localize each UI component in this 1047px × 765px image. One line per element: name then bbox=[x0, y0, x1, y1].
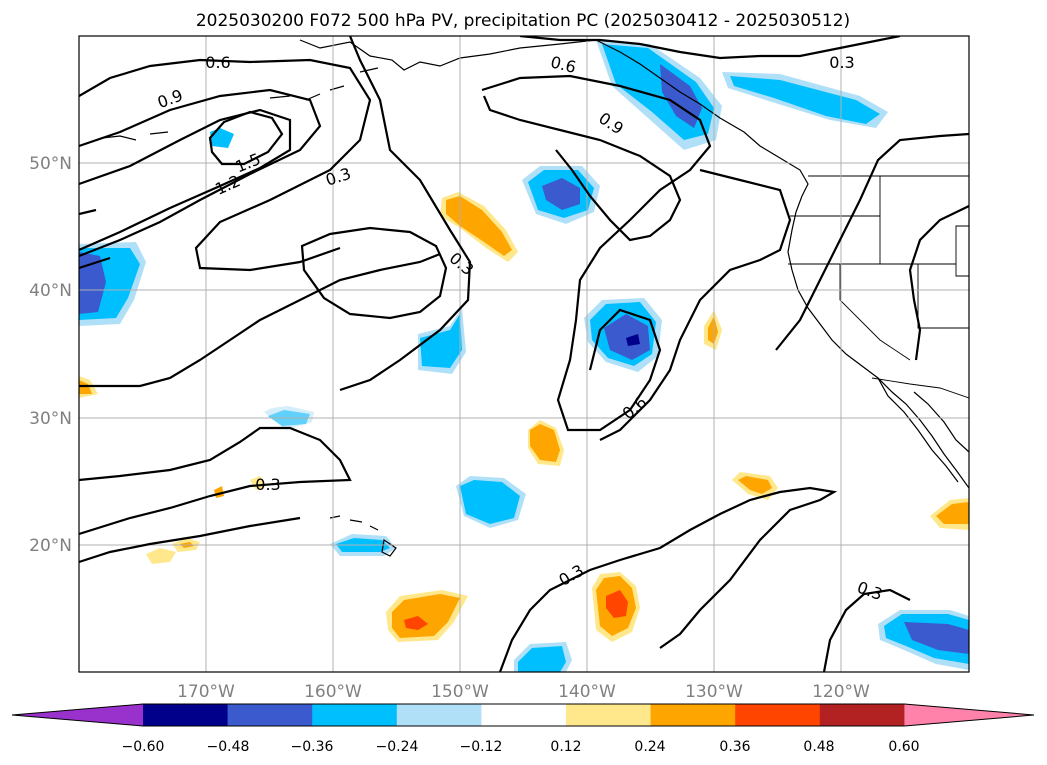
map-frame bbox=[78, 35, 970, 673]
pv-contours bbox=[79, 36, 969, 672]
hawaiian-islands bbox=[329, 515, 397, 557]
positive-precip-shading bbox=[79, 192, 969, 642]
pv-contour-0.3-southeast bbox=[775, 132, 969, 361]
lon-tick-label: 150°W bbox=[431, 682, 489, 702]
precip-anomaly-positive-south bbox=[606, 590, 628, 618]
precip-anomaly-positive-coast bbox=[936, 502, 969, 524]
political-boundaries bbox=[788, 175, 969, 399]
colorbar-tick-label: −0.12 bbox=[460, 739, 503, 755]
precip-anomaly-bc-offshore bbox=[730, 76, 880, 124]
lon-tick-label: 120°W bbox=[812, 682, 870, 702]
precip-anomaly-northeast-of-hawaii bbox=[460, 480, 520, 524]
gulf-of-california-coast bbox=[913, 391, 969, 453]
colorbar-extend-low bbox=[12, 704, 143, 726]
colorbar-tick-label: 0.60 bbox=[888, 739, 919, 755]
precip-anomaly-positive-east bbox=[738, 476, 772, 494]
precip-anomaly-alaska-panhandle bbox=[660, 64, 702, 128]
map-panel: 0.6 0.9 1.5 1.2 0.3 0.3 0.6 0.9 0.3 0.3 … bbox=[79, 36, 969, 672]
precip-anomaly-positive-southwest bbox=[404, 616, 428, 630]
colorbar-segment bbox=[396, 704, 482, 726]
lon-tick-label: 170°W bbox=[177, 682, 235, 702]
pv-contour-0.9 bbox=[79, 88, 322, 258]
precip-anomaly-southeast bbox=[904, 622, 969, 654]
state-boundary bbox=[839, 264, 911, 361]
alaska-coastline bbox=[299, 39, 597, 71]
colorbar-tick-label: −0.60 bbox=[122, 739, 165, 755]
lon-tick-label: 160°W bbox=[304, 682, 362, 702]
precip-anomaly-central-pacific-low bbox=[626, 334, 640, 346]
colorbar-tick-label: 0.36 bbox=[719, 739, 750, 755]
colorbar-segment bbox=[481, 704, 567, 726]
precip-anomaly-positive-small bbox=[708, 316, 718, 344]
baja-california-coast bbox=[877, 377, 959, 483]
colorbar bbox=[11, 703, 1035, 727]
lon-tick-label: 130°W bbox=[685, 682, 743, 702]
precip-anomaly-gulf-of-alaska bbox=[542, 178, 580, 210]
pv-contour-0.3-west bbox=[79, 208, 441, 388]
precip-anomaly-south-edge bbox=[518, 646, 566, 672]
north-america-west-coast bbox=[787, 195, 969, 489]
pv-contour-0.3-closed bbox=[300, 226, 448, 320]
pv-contour-0.6-north bbox=[79, 58, 372, 272]
latitude-tick-labels: 50°N 40°N 30°N 20°N bbox=[29, 154, 72, 556]
coastlines bbox=[101, 39, 969, 557]
colorbar-tick-label: 0.48 bbox=[803, 739, 834, 755]
colorbar-tick-label: 0.24 bbox=[634, 739, 665, 755]
precip-anomaly-north-pacific-positive bbox=[446, 196, 512, 256]
aleutian-islands bbox=[101, 67, 379, 141]
pv-contour-0.3-north bbox=[339, 36, 472, 392]
state-boundary bbox=[917, 264, 969, 329]
precip-anomaly-small-patch bbox=[210, 128, 234, 148]
pv-contour-0.6-central bbox=[481, 74, 712, 432]
precip-anomaly-central-pacific-low bbox=[604, 314, 650, 360]
colorbar-tick-label: −0.24 bbox=[376, 739, 419, 755]
pv-contour-0.3-south bbox=[79, 516, 301, 564]
state-boundary bbox=[955, 225, 969, 277]
colorbar-outline bbox=[11, 703, 1035, 727]
lat-tick-label: 40°N bbox=[29, 281, 72, 301]
colorbar-segment bbox=[650, 704, 736, 726]
contour-label: 0.3 bbox=[829, 53, 854, 72]
colorbar-segment bbox=[227, 704, 313, 726]
colorbar-segment bbox=[735, 704, 821, 726]
colorbar-segment bbox=[312, 704, 398, 726]
pv-contour-0.3-coast bbox=[599, 168, 792, 441]
precip-anomaly-positive-subtropics bbox=[530, 424, 560, 462]
colorbar-segment bbox=[143, 704, 229, 726]
lon-tick-label: 140°W bbox=[558, 682, 616, 702]
alaska-panhandle-coast bbox=[595, 39, 809, 197]
colorbar-extend-high bbox=[904, 704, 1034, 726]
colorbar-tick-labels: −0.60 −0.48 −0.36 −0.24 −0.12 0.12 0.24 … bbox=[122, 739, 920, 755]
contour-label: 0.6 bbox=[205, 53, 230, 72]
pv-contour-0.3-south-trough bbox=[498, 486, 838, 672]
precip-anomaly-positive-small bbox=[146, 548, 176, 564]
lat-tick-label: 50°N bbox=[29, 154, 72, 174]
colorbar-tick-label: −0.36 bbox=[291, 739, 334, 755]
contour-label: 0.3 bbox=[255, 475, 280, 494]
colorbar-segment bbox=[819, 704, 905, 726]
colorbar-tick-label: −0.48 bbox=[207, 739, 250, 755]
precip-anomaly-mid-pacific bbox=[420, 314, 462, 368]
pv-contour-1.5 bbox=[208, 110, 284, 166]
figure-title: 2025030200 F072 500 hPa PV, precipitatio… bbox=[196, 11, 850, 31]
precip-anomaly-west-edge bbox=[79, 252, 106, 314]
colorbar-tick-label: 0.12 bbox=[550, 739, 581, 755]
pv-contour-0.3-south-east bbox=[822, 588, 911, 672]
pv-contour-0.9-central bbox=[482, 95, 682, 242]
pv-contour-0.3-east bbox=[519, 36, 901, 60]
pv-contour-0.3-subtropics bbox=[79, 426, 352, 536]
colorbar-segment bbox=[566, 704, 652, 726]
pv-contour-1.2 bbox=[79, 108, 292, 252]
lat-tick-label: 30°N bbox=[29, 409, 72, 429]
longitude-tick-labels: 170°W 160°W 150°W 140°W 130°W 120°W bbox=[177, 682, 870, 702]
us-mexico-border bbox=[871, 377, 969, 399]
lat-tick-label: 20°N bbox=[29, 536, 72, 556]
